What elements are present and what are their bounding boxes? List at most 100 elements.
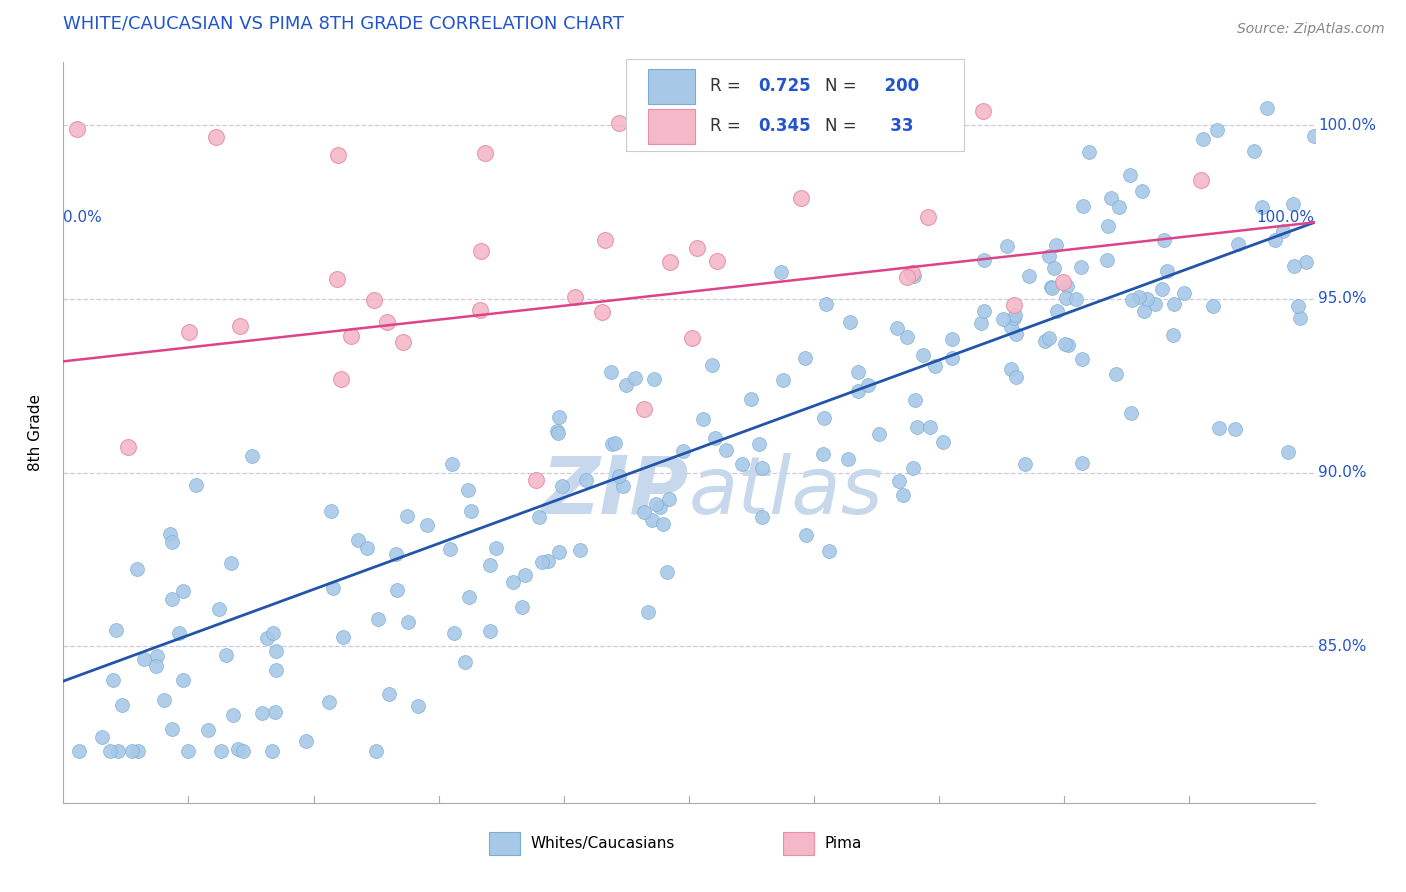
Text: N =: N = (825, 117, 862, 136)
Point (1208, 420, 1230, 434)
Point (209, 744, 232, 758)
Point (485, 541, 508, 556)
Point (127, 744, 149, 758)
Point (470, 244, 492, 259)
Point (1295, 254, 1317, 268)
Point (219, 557, 242, 571)
Point (1005, 370, 1028, 384)
Point (197, 723, 219, 738)
Point (932, 435, 955, 450)
Text: 100.0%: 100.0% (1319, 118, 1376, 133)
Point (318, 695, 340, 709)
Point (1000, 319, 1022, 334)
Point (658, 255, 681, 269)
Point (121, 744, 143, 758)
Point (1143, 297, 1166, 311)
Point (110, 698, 132, 712)
Point (1056, 279, 1078, 293)
Point (637, 606, 659, 620)
Point (941, 351, 963, 365)
Point (623, 371, 645, 385)
Point (1002, 311, 1025, 326)
Point (1136, 293, 1159, 307)
Point (104, 624, 127, 638)
Point (1281, 196, 1303, 211)
Point (633, 505, 655, 519)
Point (1288, 310, 1310, 325)
Point (995, 239, 1018, 253)
Point (706, 254, 728, 268)
Point (652, 516, 675, 531)
Point (686, 241, 709, 255)
Point (66, 122, 89, 136)
Point (177, 744, 200, 758)
Point (1205, 123, 1227, 137)
Point (1099, 191, 1122, 205)
Point (367, 612, 389, 626)
Point (903, 461, 925, 475)
Point (454, 655, 477, 669)
Point (1119, 406, 1142, 420)
Point (1173, 286, 1195, 301)
Point (1286, 299, 1309, 313)
Point (846, 365, 869, 379)
Point (117, 440, 139, 454)
Point (813, 411, 835, 425)
Point (991, 312, 1014, 326)
Text: Whites/Caucasians: Whites/Caucasians (530, 836, 675, 851)
Text: 85.0%: 85.0% (1319, 639, 1367, 654)
Point (339, 329, 361, 343)
Text: 8th Grade: 8th Grade (28, 394, 44, 471)
Point (474, 145, 496, 160)
Point (1303, 128, 1326, 143)
Point (1004, 327, 1026, 342)
Point (1038, 249, 1060, 263)
Point (856, 377, 879, 392)
Point (1070, 456, 1092, 470)
Point (591, 305, 613, 319)
Point (478, 624, 501, 638)
Point (468, 303, 491, 318)
Point (917, 210, 939, 224)
Point (172, 673, 194, 687)
Point (524, 473, 547, 487)
Point (681, 331, 703, 345)
Point (672, 444, 695, 458)
Text: 100.0%: 100.0% (1257, 210, 1315, 225)
Point (134, 652, 156, 666)
Point (215, 648, 238, 662)
Point (740, 392, 762, 407)
Point (574, 474, 596, 488)
Point (262, 744, 284, 758)
Point (702, 358, 724, 372)
Point (1002, 298, 1025, 312)
Point (970, 316, 993, 330)
Point (896, 330, 918, 344)
Point (1153, 233, 1175, 247)
Point (1040, 280, 1063, 294)
Point (460, 504, 482, 518)
Point (256, 631, 278, 645)
Point (616, 378, 638, 392)
Point (1033, 334, 1056, 348)
Point (439, 541, 461, 556)
Point (1161, 328, 1184, 343)
Point (1046, 303, 1069, 318)
FancyBboxPatch shape (489, 832, 520, 855)
Point (973, 253, 995, 268)
Point (600, 437, 623, 451)
Point (385, 582, 408, 597)
Point (145, 658, 167, 673)
Point (406, 699, 429, 714)
Point (772, 372, 794, 386)
Point (1014, 457, 1036, 471)
Point (457, 483, 479, 497)
Point (266, 644, 288, 658)
Point (375, 315, 398, 329)
Point (846, 384, 869, 398)
Point (1053, 337, 1076, 351)
Point (152, 693, 174, 707)
Point (1070, 260, 1092, 274)
Point (1071, 351, 1094, 366)
Point (911, 348, 934, 362)
